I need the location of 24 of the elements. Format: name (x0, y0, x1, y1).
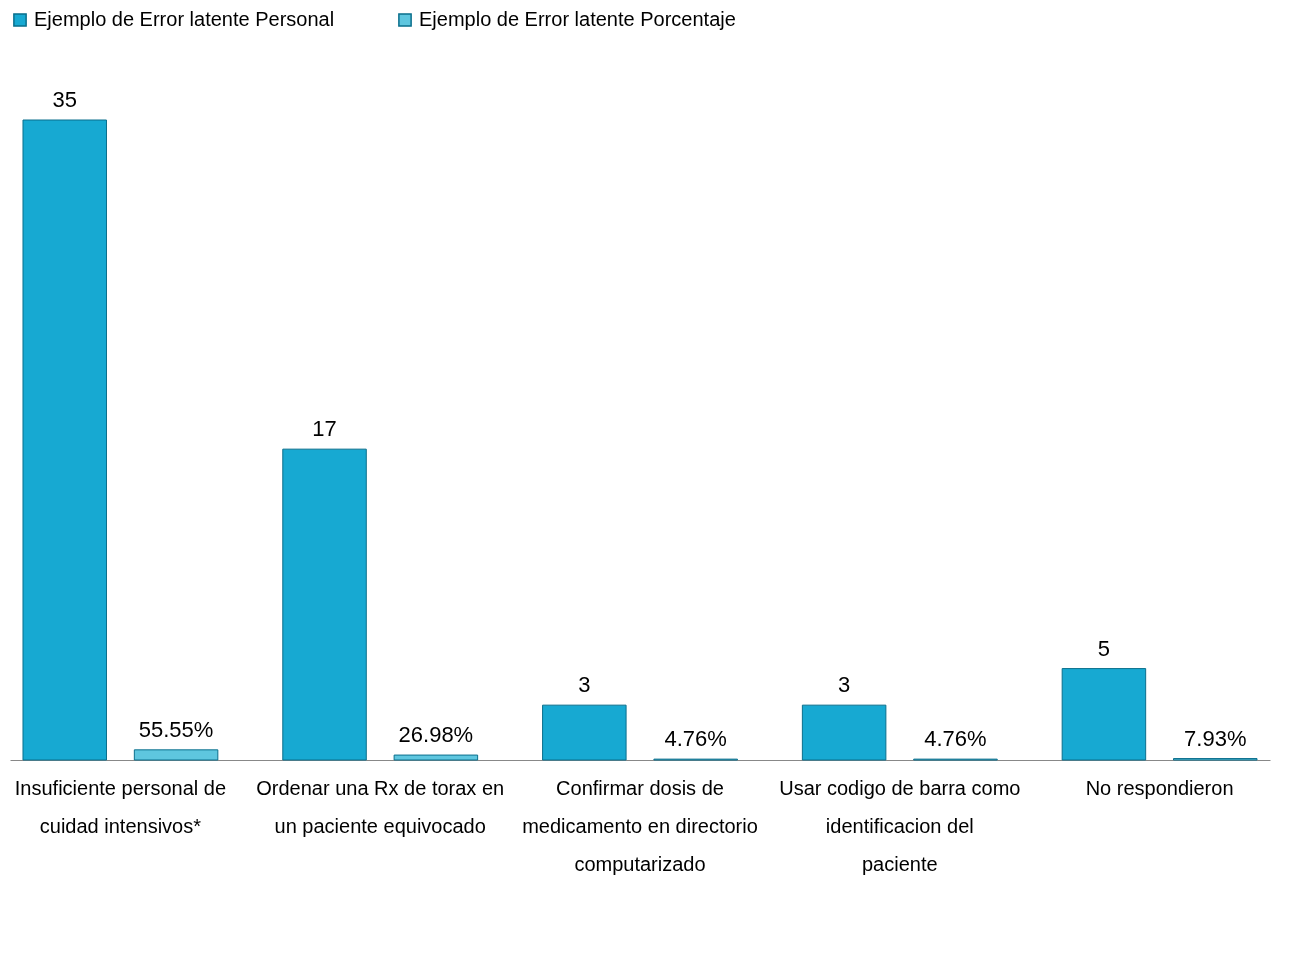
x-tick-label: No respondieron (1085, 776, 1234, 799)
bar (1061, 668, 1147, 761)
data-label: 5 (1097, 635, 1111, 661)
x-tick-label: Ordenar una Rx de torax en un paciente equivocado (256, 776, 505, 837)
data-label: 4.76% (664, 726, 727, 752)
data-label: 3 (578, 672, 591, 698)
data-label: 7.93% (1184, 725, 1247, 751)
data-label: 55.55% (138, 716, 214, 742)
x-tick-label: Usar codigo de barra como identificacion del paciente (779, 776, 1021, 875)
bar (801, 704, 887, 761)
bar (282, 448, 367, 761)
data-label: 35 (52, 87, 77, 112)
data-label: 26.98% (398, 722, 474, 748)
data-label: 4.76% (924, 726, 987, 752)
bar (133, 749, 219, 761)
data-label: 17 (312, 416, 337, 442)
bar (393, 754, 479, 761)
bar (22, 119, 107, 761)
legend-label: Ejemplo de Error latente Personal (34, 8, 335, 30)
legend-label: Ejemplo de Error latente Porcentaje (419, 8, 736, 30)
x-tick-label: Insuficiente personal de cuidad intensivos* (14, 776, 227, 837)
x-tick-label: Confirmar dosis de medicamento en directorio computarizado (522, 776, 758, 875)
bar (542, 704, 627, 761)
data-label: 3 (838, 672, 851, 698)
